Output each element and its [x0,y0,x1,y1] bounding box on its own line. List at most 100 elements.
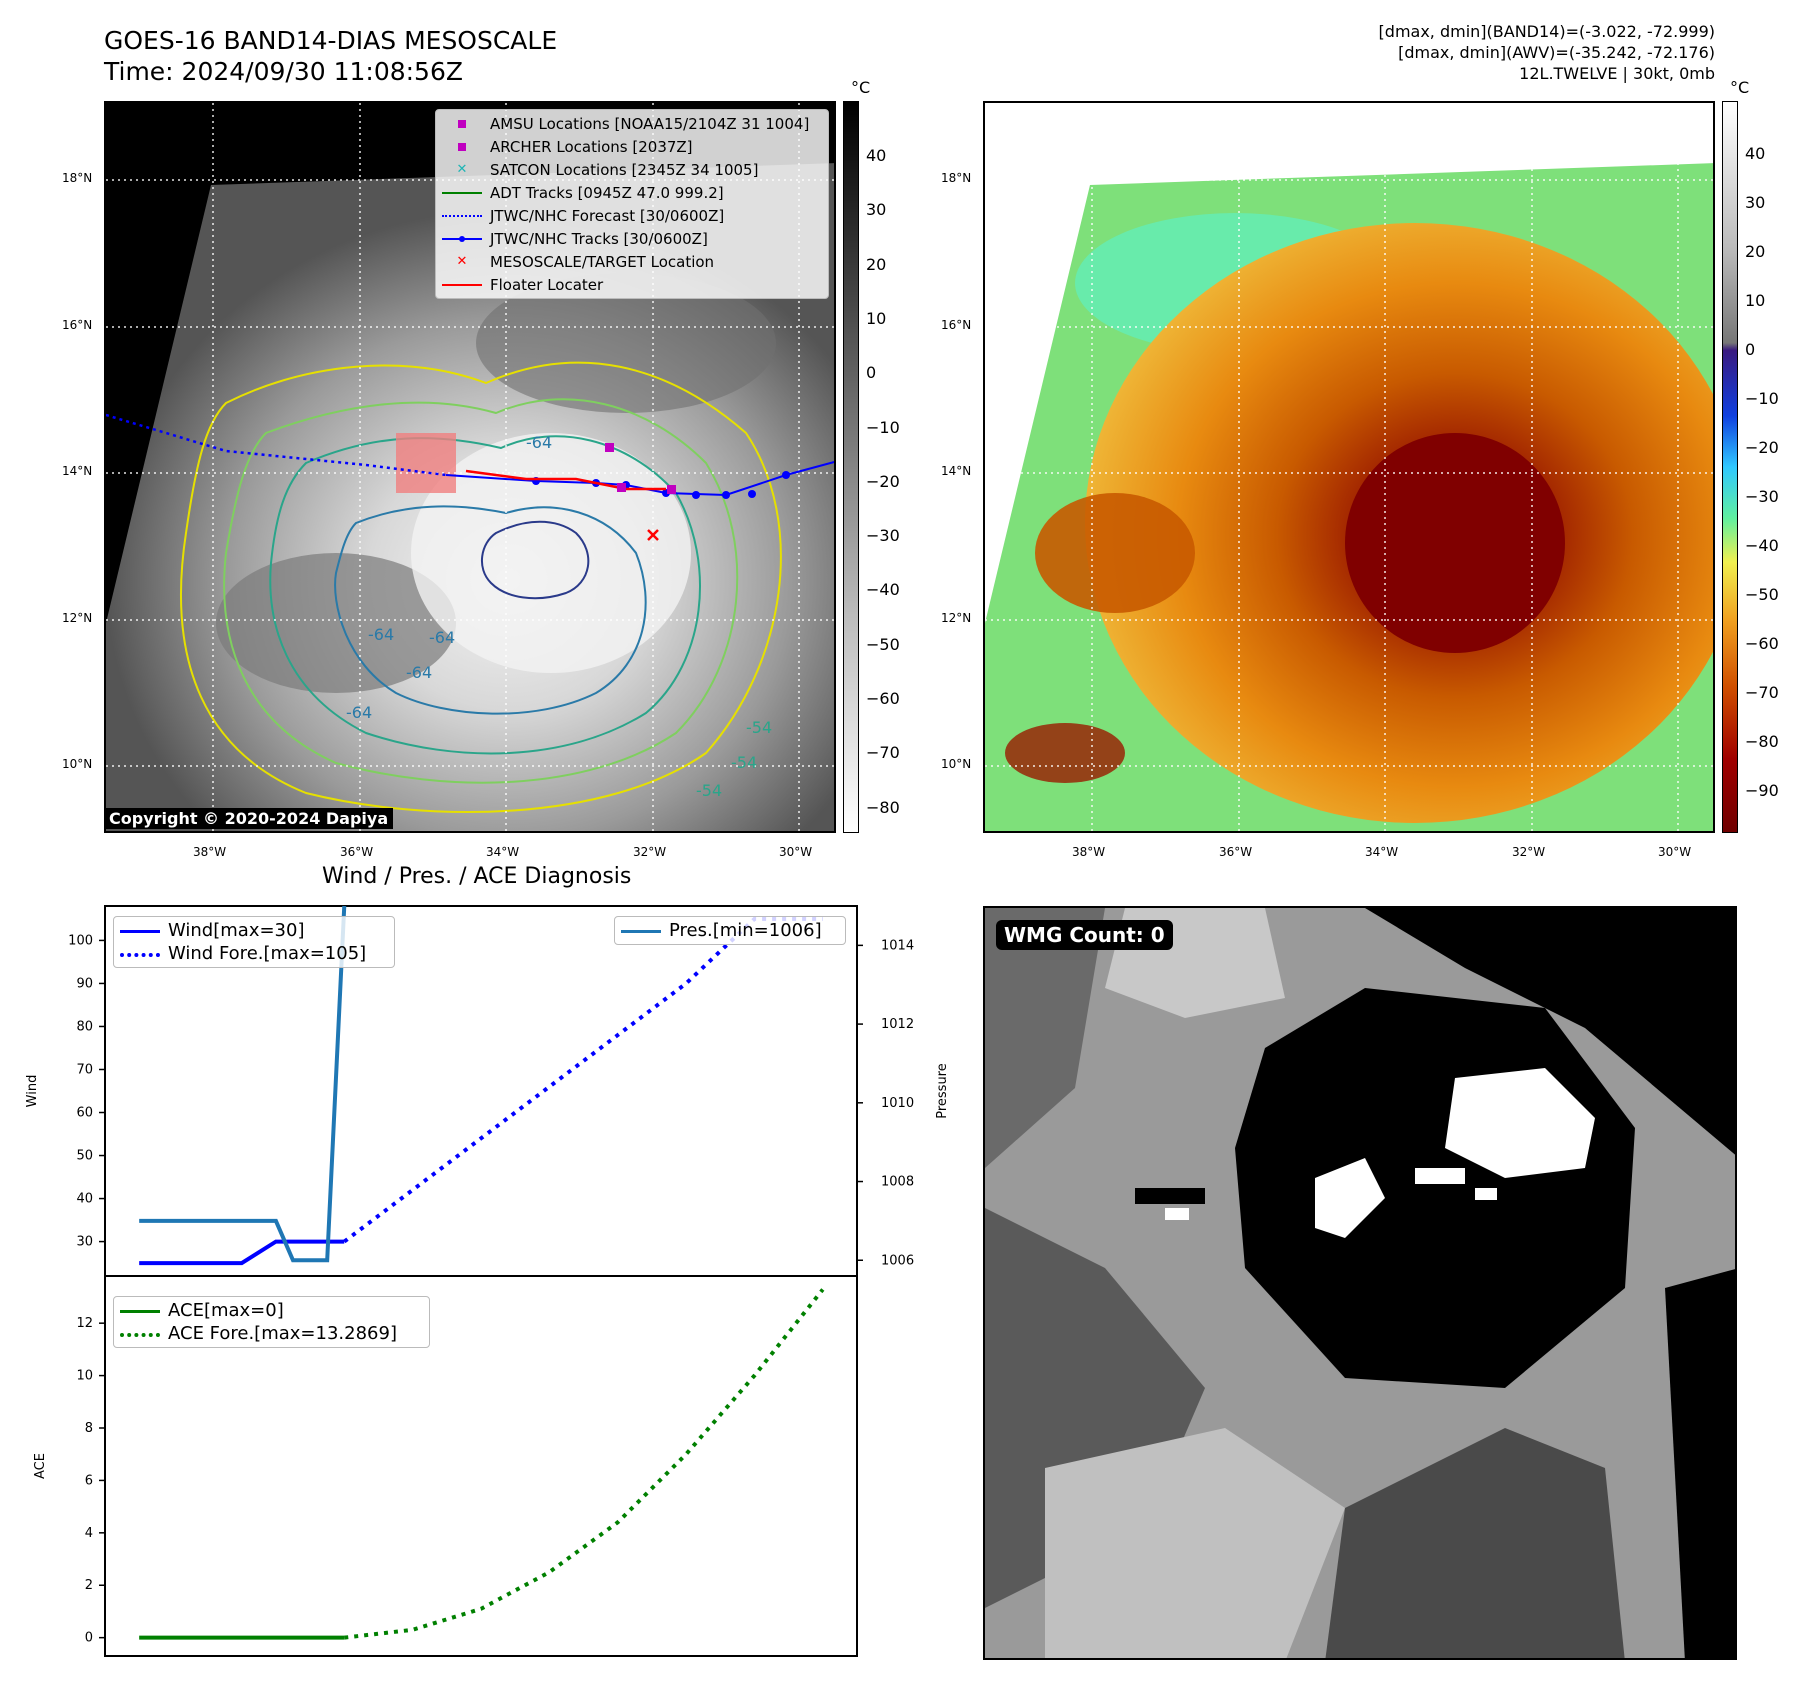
lat-label: 16°N [941,318,972,332]
colorbar-tick-label: −40 [1745,536,1779,555]
wind-tick-label: 30 [76,1235,93,1250]
legend-label: ARCHER Locations [2037Z] [490,137,693,156]
diag-chart: 1009080706050403010141012101010081006121… [25,905,950,1657]
colorbar-left [843,101,859,833]
legend-label: Pres.[min=1006] [669,920,822,941]
lat-label: 10°N [62,757,93,771]
diag-title: Wind / Pres. / ACE Diagnosis [322,864,632,889]
lon-label: 30°W [779,845,813,859]
ace-tick-label: 10 [76,1369,93,1384]
wind-legend: Wind[max=30] Wind Fore.[max=105] [113,916,395,968]
legend-label: Wind Fore.[max=105] [168,943,367,964]
wind-axis-label: Wind [25,1075,40,1108]
title-line2: Time: 2024/09/30 11:08:56Z [104,57,463,86]
line-marker-icon [442,278,482,292]
colorbar-tick-label: 40 [1745,144,1766,163]
legend-mesoscale: ✕ MESOSCALE/TARGET Location [436,250,828,273]
colorbar-tick-label: −10 [1745,389,1779,408]
title-line1: GOES-16 BAND14-DIAS MESOSCALE [104,26,558,55]
lon-label: 32°W [633,845,667,859]
legend-tracks: JTWC/NHC Tracks [30/0600Z] [436,227,828,250]
pressure-axis-label: Pressure [935,1063,950,1119]
lon-label: 36°W [340,845,374,859]
contour-label: -54 [731,753,758,772]
colorbar-tick-label: −30 [866,526,900,546]
ace-tick-label: 12 [76,1316,93,1331]
contour-label: -64 [429,628,456,647]
contour-label: -64 [406,663,433,682]
colorbar-tick-label: −80 [866,797,900,817]
lat-label: 12°N [62,611,93,625]
wind-tick-label: 70 [76,1062,93,1077]
lat-label: 16°N [62,318,93,332]
x-marker-icon: ✕ [456,161,468,177]
ace-panel-frame [104,1275,858,1657]
map-legend: AMSU Locations [NOAA15/2104Z 31 1004] AR… [435,109,829,299]
colorbar-right [1722,101,1738,833]
lat-label: 18°N [62,171,93,185]
legend-label: ACE[max=0] [168,1300,284,1321]
wind-tick-label: 50 [76,1149,93,1164]
colorbar-tick-label: −40 [866,580,900,600]
ace-axis-label: ACE [33,1453,48,1479]
legend-label: AMSU Locations [NOAA15/2104Z 31 1004] [490,114,810,133]
colorbar-tick-label: −50 [866,634,900,654]
contour-label: -54 [696,781,723,800]
colorbar-tick-label: −90 [1745,781,1779,800]
pressure-tick-label: 1014 [881,938,914,953]
colorbar-tick-label: −10 [866,417,900,437]
legend-label: ACE Fore.[max=13.2869] [168,1323,397,1344]
colorbar-tick-label: −70 [866,743,900,763]
pressure-tick-label: 1006 [881,1253,914,1268]
colorbar-tick-label: 20 [866,254,887,274]
copyright-label: Copyright © 2020-2024 Dapiya [104,808,394,829]
legend-ace-fore: ACE Fore.[max=13.2869] [114,1322,429,1345]
colorbar-left-unit: °C [851,78,871,97]
square-marker-icon [442,140,482,154]
contour-label: -64 [526,433,553,452]
ace-legend: ACE[max=0] ACE Fore.[max=13.2869] [113,1296,430,1348]
contour-label: -54 [746,718,773,737]
colorbar-tick-label: 30 [866,200,887,220]
pressure-tick-label: 1010 [881,1096,914,1111]
ace-tick-label: 8 [85,1421,93,1436]
series-line [343,916,823,1244]
legend-floater: Floater Locater [436,273,828,296]
legend-label: MESOSCALE/TARGET Location [490,252,715,271]
ace-tick-label: 6 [85,1473,93,1488]
lon-label: 30°W [1658,845,1692,859]
info-line3: 12L.TWELVE | 30kt, 0mb [1519,64,1715,83]
colorbar-tick-label: −80 [1745,732,1779,751]
legend-label: Wind[max=30] [168,920,305,941]
contour-label: -64 [346,703,373,722]
wmg-count-badge: WMG Count: 0 [996,920,1173,950]
lat-label: 12°N [941,611,972,625]
satellite-dias-image [985,103,1713,831]
wmg-panel [983,906,1737,1660]
colorbar-tick-label: 20 [1745,242,1766,261]
pressure-tick-label: 1008 [881,1175,914,1190]
colorbar-tick-label: 10 [1745,291,1766,310]
pressure-tick-label: 1012 [881,1017,914,1032]
info-line2: [dmax, dmin](AWV)=(-35.242, -72.176) [1398,43,1715,62]
colorbar-tick-label: 40 [866,146,887,165]
line-marker-icon [442,186,482,200]
colorbar-tick-label: −60 [866,689,900,708]
lat-label: 14°N [941,464,972,478]
lon-label: 38°W [1072,845,1106,859]
wind-tick-label: 40 [76,1192,93,1207]
colorbar-tick-label: −20 [1745,438,1779,457]
ace-tick-label: 4 [85,1526,93,1541]
colorbar-tick-label: 30 [1745,193,1766,212]
line-marker-icon [621,924,661,938]
lon-label: 38°W [193,845,227,859]
legend-label: Floater Locater [490,275,604,294]
line-marker-icon [120,1304,160,1318]
contour-label: -64 [368,625,395,644]
dotted-line-icon [120,947,160,961]
legend-label: SATCON Locations [2345Z 34 1005] [490,160,759,179]
ace-tick-label: 2 [85,1578,93,1593]
lon-label: 34°W [486,845,520,859]
lat-label: 18°N [941,171,972,185]
lat-label: 14°N [62,464,93,478]
